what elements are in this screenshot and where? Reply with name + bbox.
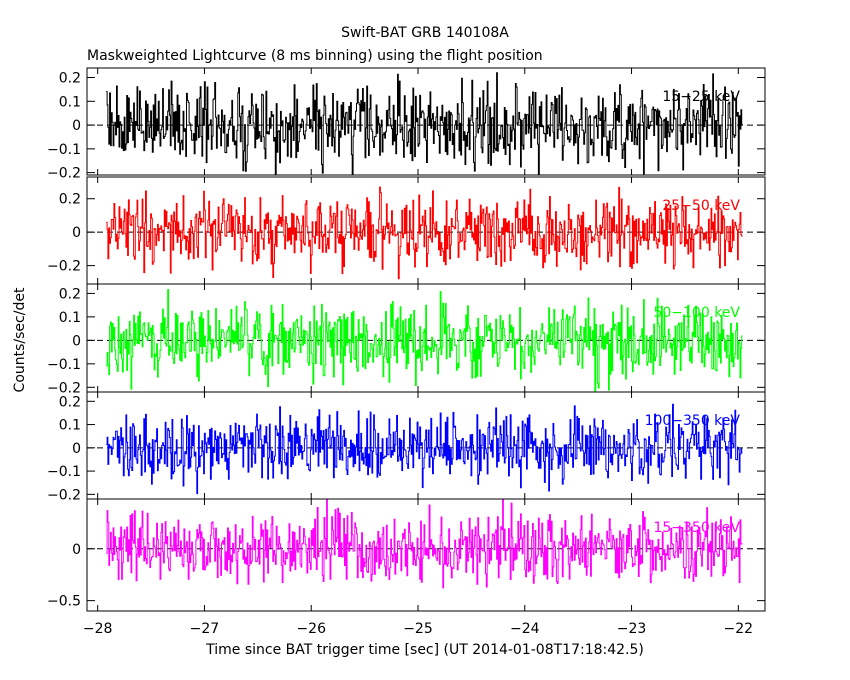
panel-1: 0.2 0 −0.2 25−50 keV <box>47 176 766 285</box>
x-tick-label: −26 <box>296 621 326 637</box>
panel-2: 0.2 0.1 0 −0.1 −0.2 50−100 keV <box>47 283 766 396</box>
x-tick-label: −25 <box>403 621 433 637</box>
panel-0: 0.2 0.1 0 −0.1 −0.2 15−25 keV <box>47 67 766 182</box>
y-tick-label: −0.2 <box>47 259 81 275</box>
panels: 0.2 0.1 0 −0.1 −0.2 15−25 keV 0.2 0 −0.2 25−50 ke… <box>47 67 766 637</box>
y-tick-label: 0 <box>72 333 81 349</box>
y-tick-label: −0.2 <box>47 166 81 182</box>
y-tick-label: 0 <box>72 225 81 241</box>
series-label: 15−25 keV <box>662 89 740 105</box>
series-trace <box>106 186 743 280</box>
x-tick-label: −27 <box>190 621 220 637</box>
x-tick-label: −24 <box>510 621 540 637</box>
y-tick-label: 0.1 <box>59 418 81 434</box>
y-tick-label: 0.2 <box>59 192 81 208</box>
series-trace <box>106 72 743 175</box>
series-label: 100−350 keV <box>645 413 741 429</box>
y-tick-label: 0 <box>72 118 81 134</box>
series-trace <box>106 289 743 392</box>
x-tick-label: −22 <box>724 621 754 637</box>
x-axis-label: Time since BAT trigger time [sec] (UT 20… <box>205 642 644 658</box>
x-tick-label: −23 <box>617 621 647 637</box>
series-trace <box>106 403 743 495</box>
series-trace <box>106 499 743 589</box>
y-tick-label: −0.2 <box>47 380 81 396</box>
chart-subtitle: Maskweighted Lightcurve (8 ms binning) u… <box>87 48 543 64</box>
y-tick-label: 0.1 <box>59 310 81 326</box>
series-label: 25−50 keV <box>662 198 740 214</box>
y-tick-label: 0.2 <box>59 286 81 302</box>
series-label: 50−100 keV <box>653 305 740 321</box>
panel-frame <box>86 498 766 612</box>
y-axis-label: Counts/sec/det <box>12 287 28 392</box>
y-tick-label: −0.1 <box>47 464 81 480</box>
y-tick-label: 0 <box>72 441 81 457</box>
y-tick-label: −0.1 <box>47 142 81 158</box>
y-tick-label: −0.5 <box>47 594 81 610</box>
y-tick-label: 0 <box>72 542 81 558</box>
chart-title: Swift-BAT GRB 140108A <box>341 25 509 41</box>
y-tick-label: 0.2 <box>59 394 81 410</box>
y-tick-label: 0.1 <box>59 94 81 110</box>
y-tick-label: −0.2 <box>47 487 81 503</box>
series-label: 15−350 keV <box>653 520 740 536</box>
y-tick-label: 0.2 <box>59 71 81 87</box>
panel-3: 0.2 0.1 0 −0.1 −0.2 100−350 keV <box>47 391 766 503</box>
panel-frame <box>86 67 766 176</box>
x-tick-label: −28 <box>83 621 113 637</box>
panel-4: 0 −0.5 15−350 keV <box>47 498 766 612</box>
y-tick-label: −0.1 <box>47 357 81 373</box>
